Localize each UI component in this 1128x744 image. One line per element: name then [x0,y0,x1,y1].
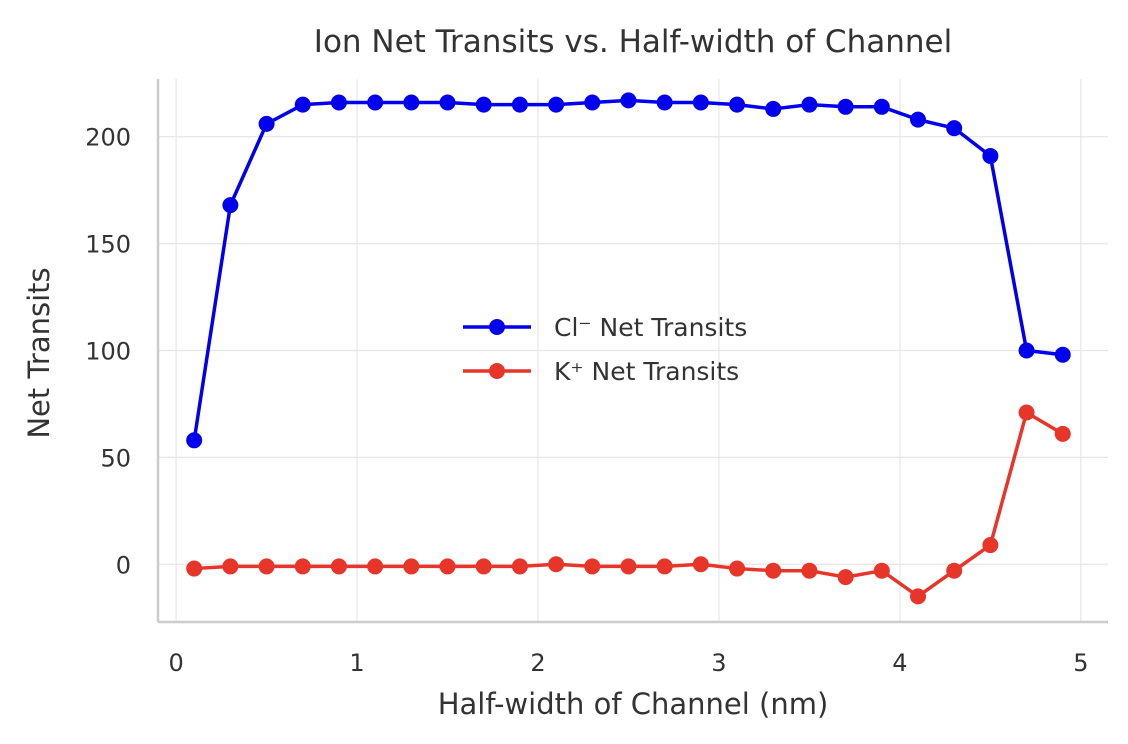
data-point [801,96,818,113]
data-point [692,94,709,111]
data-point [258,558,275,575]
data-point [584,94,601,111]
x-tick-label: 0 [168,649,183,677]
data-point [656,558,673,575]
data-point [367,94,384,111]
data-point [222,197,239,214]
data-point [403,94,420,111]
data-point [294,558,311,575]
data-point [729,96,746,113]
legend-marker-cl [489,319,505,335]
data-point [692,556,709,573]
data-point [511,558,528,575]
data-point [548,96,565,113]
grid-lines [158,79,1108,622]
data-point [548,556,565,573]
axes [156,79,1108,624]
data-point [873,98,890,115]
data-point [873,562,890,579]
data-point [1054,425,1071,442]
data-point [620,92,637,109]
data-point [475,558,492,575]
data-point [982,537,999,554]
data-point [403,558,420,575]
data-point [330,94,347,111]
y-tick-label: 150 [85,231,131,259]
series-cl [186,92,1071,449]
y-tick-label: 0 [116,551,131,579]
data-point [837,98,854,115]
data-point [439,94,456,111]
data-point [475,96,492,113]
data-point [511,96,528,113]
data-point [186,432,203,449]
data-point [584,558,601,575]
data-point [439,558,456,575]
legend: Cl⁻ Net Transits K⁺ Net Transits [463,313,747,386]
data-point [837,569,854,586]
data-point [1018,342,1035,359]
x-tick-label: 5 [1073,649,1088,677]
x-tick-label: 1 [349,649,364,677]
legend-label-k: K⁺ Net Transits [554,357,739,386]
data-point [982,147,999,164]
data-point [765,562,782,579]
legend-marker-k [489,363,505,379]
x-tick-label: 3 [711,649,726,677]
data-point [910,111,926,128]
data-point [765,100,782,117]
x-tick-label: 4 [892,649,907,677]
data-point [729,560,746,577]
y-tick-label: 50 [100,444,131,472]
data-point [222,558,239,575]
data-point [294,96,311,113]
series-line [192,98,1063,441]
data-series [186,92,1071,605]
chart-title: Ion Net Transits vs. Half-width of Chann… [314,24,952,60]
data-point [946,562,963,579]
data-point [801,562,818,579]
x-tick-label: 2 [530,649,545,677]
data-point [910,588,926,605]
x-axis-title: Half-width of Channel (nm) [438,687,829,721]
data-point [620,558,637,575]
data-point [258,115,275,132]
data-point [367,558,384,575]
series-k [186,404,1071,605]
data-point [186,560,203,577]
data-point [946,120,963,137]
data-point [330,558,347,575]
data-point [1018,404,1035,421]
data-point [656,94,673,111]
y-tick-label: 200 [85,124,131,152]
y-axis-title: Net Transits [22,267,56,438]
data-point [1054,346,1071,363]
legend-label-cl: Cl⁻ Net Transits [554,313,747,342]
y-tick-label: 100 [85,338,131,366]
